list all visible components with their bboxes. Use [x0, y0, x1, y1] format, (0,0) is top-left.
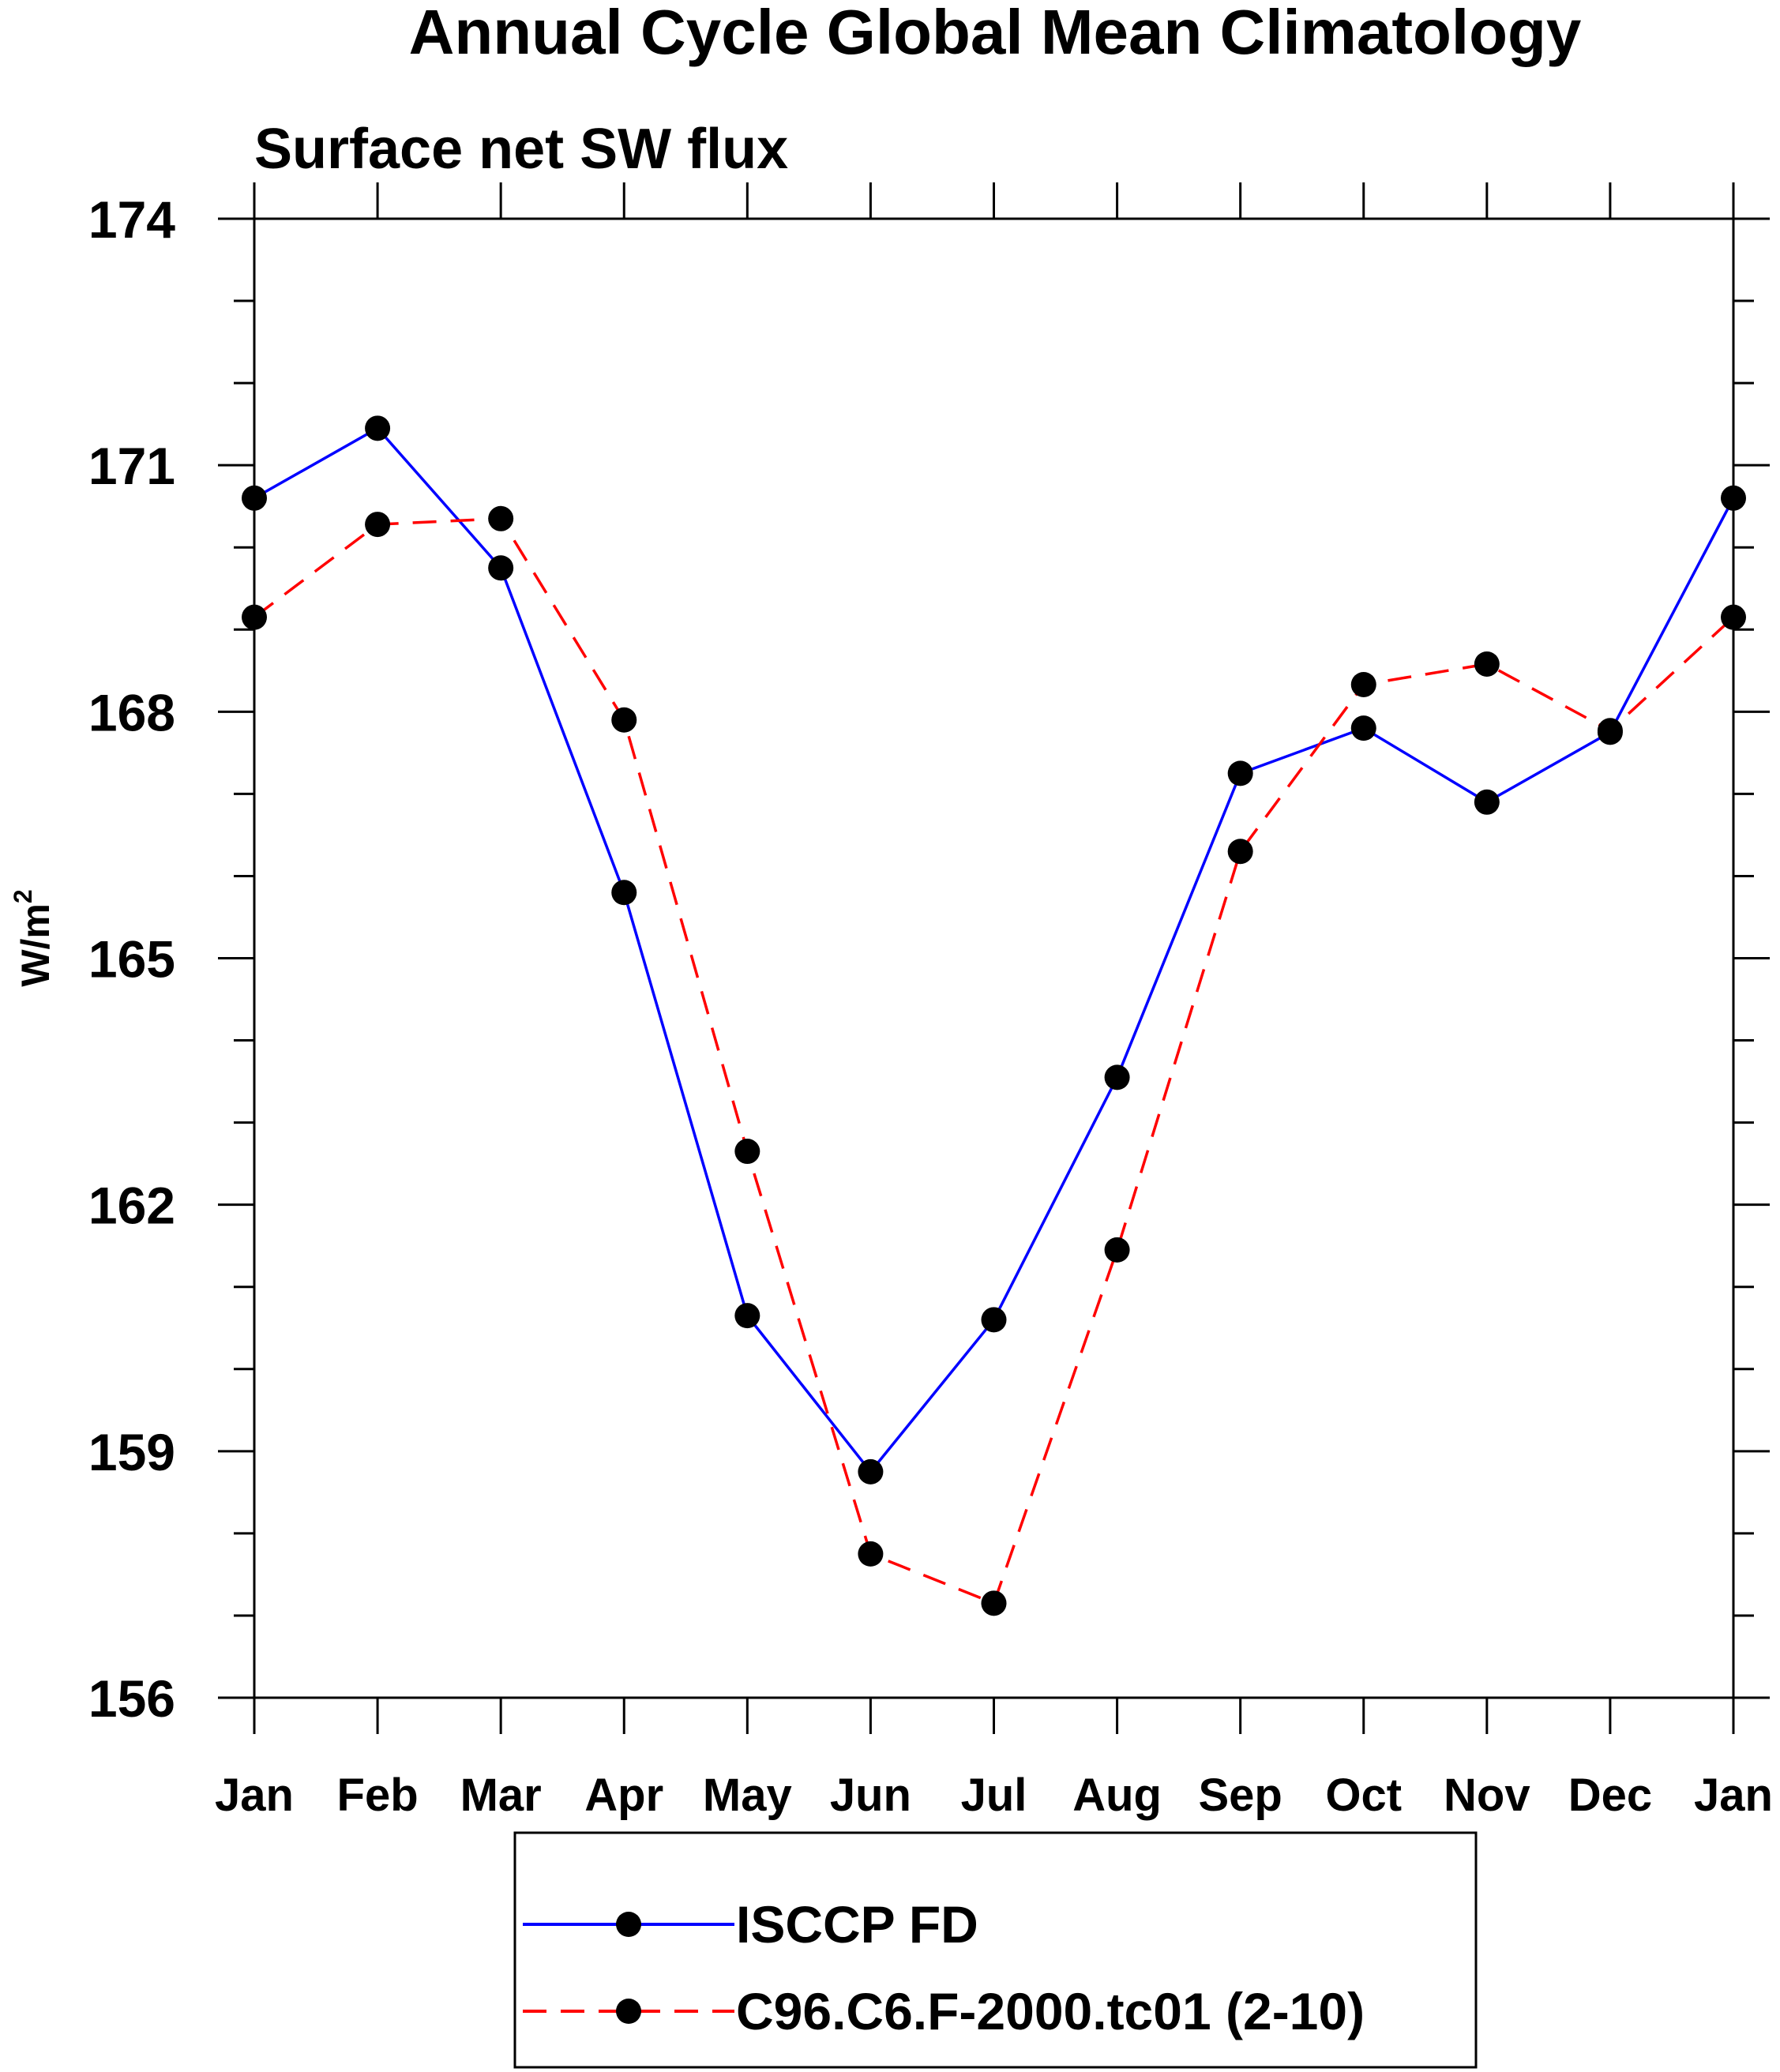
legend-label-isccp: ISCCP FD: [736, 1895, 978, 1954]
svg-text:W/m2: W/m2: [9, 889, 58, 986]
data-point-series-0: [242, 485, 267, 511]
legend: ISCCP FD C96.C6.F-2000.tc01 (2-10): [513, 1831, 1478, 2069]
data-point-series-1: [858, 1541, 884, 1567]
legend-box: [513, 1831, 1478, 2069]
legend-label-c96: C96.C6.F-2000.tc01 (2-10): [736, 1982, 1365, 2040]
data-point-series-1: [1474, 651, 1500, 677]
data-point-series-1: [1597, 718, 1623, 744]
data-point-series-1: [734, 1139, 760, 1165]
data-point-series-1: [611, 707, 637, 733]
legend-marker-c96: [616, 1999, 641, 2024]
plot-frame: [253, 217, 1735, 1699]
data-point-series-1: [1721, 604, 1746, 630]
x-tick-label: Jan: [1694, 1770, 1773, 1821]
x-tick-label: Nov: [1444, 1770, 1530, 1821]
y-tick-label: 159: [88, 1423, 175, 1481]
data-point-series-0: [734, 1303, 760, 1329]
data-point-series-0: [1227, 760, 1253, 786]
data-point-series-0: [1474, 789, 1500, 815]
y-axis-label-superscript: 2: [9, 889, 37, 903]
data-point-series-0: [981, 1307, 1007, 1333]
data-point-series-0: [858, 1458, 884, 1485]
y-tick-label: 162: [88, 1177, 175, 1235]
x-tick-label: Jul: [961, 1770, 1027, 1821]
x-tick-label: Mar: [460, 1770, 542, 1821]
y-tick-label: 168: [88, 683, 175, 741]
data-point-series-0: [488, 555, 514, 581]
data-point-series-1: [1227, 839, 1253, 865]
x-tick-label: Jan: [215, 1770, 294, 1821]
y-tick-label: 171: [88, 437, 175, 495]
y-tick-label: 174: [88, 190, 175, 249]
y-tick-label: 165: [88, 930, 175, 989]
legend-marker-isccp: [616, 1912, 641, 1937]
x-tick-label: Jun: [830, 1770, 911, 1821]
chart-subtitle: Surface net SW flux: [254, 118, 788, 181]
data-point-series-0: [365, 415, 391, 441]
x-tick-label: Feb: [337, 1770, 419, 1821]
plot-series: [242, 415, 1746, 1616]
y-tick-label: 156: [88, 1669, 175, 1728]
data-point-series-0: [1721, 485, 1746, 511]
data-point-series-1: [488, 505, 514, 531]
x-tick-label: May: [703, 1770, 792, 1821]
x-tick-label: Sep: [1198, 1770, 1282, 1821]
x-tick-label: Apr: [584, 1770, 663, 1821]
data-point-series-0: [1350, 715, 1376, 741]
x-tick-label: Aug: [1072, 1770, 1162, 1821]
axes: 156 159 162 165 168 171 174 Jan Feb Mar Apr May Jun J…: [88, 182, 1773, 1821]
data-point-series-1: [1104, 1237, 1130, 1263]
data-point-series-1: [365, 512, 391, 538]
y-axis-label-text: W/m: [13, 903, 58, 987]
x-tick-label: Dec: [1568, 1770, 1652, 1821]
data-point-series-1: [242, 604, 267, 630]
data-point-series-1: [981, 1590, 1007, 1616]
y-axis-label: W/m2: [9, 889, 58, 986]
data-point-series-0: [1104, 1064, 1130, 1090]
chart-title: Annual Cycle Global Mean Climatology: [409, 0, 1582, 67]
x-tick-label: Oct: [1325, 1770, 1402, 1821]
data-point-series-1: [1350, 671, 1376, 697]
series-line-1: [253, 517, 1735, 1605]
data-point-series-0: [611, 880, 637, 906]
